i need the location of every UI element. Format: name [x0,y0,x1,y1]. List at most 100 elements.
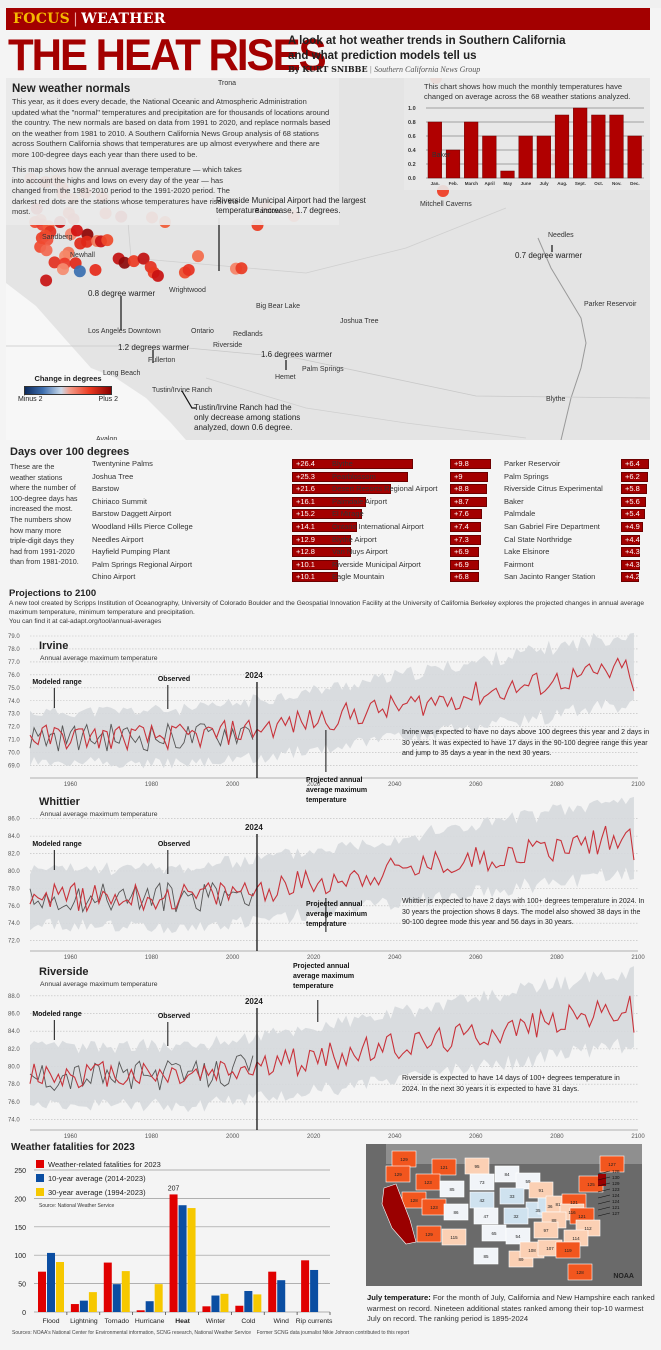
section-kicker: FOCUS | WEATHER [6,8,650,30]
legend-swatch-blue [36,1174,44,1182]
label-observed: Observed [157,841,191,848]
xtick-label: 2080 [550,782,564,788]
days-bar: +6.9 [450,547,479,558]
ytick-label: 84.0 [8,1029,20,1035]
legend-color-ramp [24,386,112,395]
station-name: El Mirage [332,509,364,519]
monthly-ytick: 0.4 [408,148,417,154]
station-dot [118,256,131,269]
map-label-newhall: Newhall [70,252,95,259]
normals-para-1: This year, as it does every decade, the … [12,97,331,159]
ytick-label: 74.0 [8,1118,20,1124]
days-bar: +6.4 [621,459,649,469]
days-row: Pearblossom +9 [332,471,572,484]
annot-fullerton: 1.2 degrees warmer [118,343,190,352]
monthly-bar-sept [573,107,588,179]
days-row: San Jacinto Ranger Station +4.2 [504,571,654,584]
days-row: Van Nuys Airport +6.9 [332,546,572,559]
station-name: Lake Elsinore [504,547,550,557]
monthly-bar-may [500,170,515,179]
label-projected: Projected annual average maximum tempera… [306,777,368,804]
days-row: Chiriaco Summit +16.1 [92,496,366,509]
ytick-label: 82.0 [8,852,20,858]
xtick-label: 2060 [469,1134,483,1140]
ne-leader [597,1212,611,1217]
ne-leader [597,1182,611,1187]
state-shape [533,1221,559,1239]
ytick-label: 74.0 [8,921,20,927]
us-map-caption-text: For the month of July, California and Ne… [367,1293,655,1323]
irvine-note: Irvine was expected to have no days abov… [402,729,650,757]
monthly-bar-june [518,135,533,179]
fatalities-xtick: Cold [241,1318,255,1325]
normals-para-2: This map shows how the annual average te… [12,165,242,216]
fatalities-bar-flood-2 [47,1252,55,1312]
days-bar: +4.9 [621,521,643,532]
state-rank: 32 [513,1214,519,1219]
normals-infobox: New weather normals This year, as it doe… [6,78,339,225]
dek: A look at hot weather trends in Southern… [288,35,566,62]
map-label-wrightwood: Wrightwood [169,287,206,294]
footer-credit: Former SCNG data journalist Nikie Johnso… [256,1330,410,1336]
fatalities-bar-hurricane-3 [154,1284,163,1312]
legend-label-2023: Weather-related fatalities for 2023 [48,1160,161,1169]
normals-title: New weather normals [12,83,131,95]
days-bar: +6.8 [450,572,479,583]
xtick-label: 2080 [550,955,564,961]
county-line [6,345,650,399]
fatalities-bar-lightning-3 [88,1292,97,1312]
fatalities-bar-winter-2 [211,1295,220,1312]
station-name: Eagle Mountain [332,572,385,582]
days-bar: +7.3 [450,534,481,545]
whittier-plot: 72.0 74.0 76.0 78.0 80.0 82.0 84.0 86.0 1960 1980… [8,796,645,961]
state-shape [441,1228,467,1246]
ne-leader [597,1170,611,1175]
xtick-label: 2100 [631,782,645,788]
days-row: Hayfield Pumping Plant +12.8 [92,546,351,559]
heat-data-label: 207 [168,1185,180,1192]
ytick-label: 78.0 [8,886,20,892]
monthly-xtick: April [484,181,494,186]
station-name: Fairmont [504,559,534,569]
ytick-label: 80.0 [8,1065,20,1071]
state-rank: 95 [474,1164,480,1169]
fatalities-bar-winter-3 [220,1293,229,1312]
ytick-label: 80.0 [8,869,20,875]
station-name: Blythe [332,459,353,468]
fatalities-plot: 0 50 100 150 200 250 Flood Lightning Tornado Hurr… [14,1168,333,1325]
ytick-label: 84.0 [8,834,20,840]
state-rank: 47 [483,1214,489,1219]
days-row: Twentynine Palms +26.4 [92,458,413,471]
fatalities-ytick: 100 [14,1253,26,1260]
state-rank: 115 [450,1235,458,1240]
station-name: Desert Resorts Regional Airport [332,484,438,494]
station-name: Cal State Northridge [504,534,572,544]
state-rank: 127 [608,1162,616,1167]
station-name: San Jacinto Ranger Station [504,572,596,582]
monthly-xtick: Sept. [575,181,586,186]
annot-hemet: 1.6 degrees warmer [261,350,333,359]
days-bar: +8.7 [450,496,487,507]
projections-desc: A new tool created by Scripps Institutio… [9,600,645,616]
map-label-trona: Trona [218,80,237,87]
days-row: San Gabriel Fire Department +4.9 [504,521,654,534]
station-name: Blythe Airport [332,534,377,544]
state-shape [567,1263,593,1281]
projections-title: Projections to 2100 [9,588,97,599]
days-bar: +15.2 [292,509,362,520]
state-rank: 116 [568,1210,576,1215]
irvine-plot: 69.0 70.0 71.0 72.0 73.0 74.0 75.0 76.0 77.0 78.0… [8,632,645,788]
ytick-label: 86.0 [8,817,20,823]
fatalities-bar-hurricane-1 [136,1310,145,1312]
state-shape [503,1207,529,1225]
map-label-fullerton: Fullerton [148,357,176,364]
days-bar: +12.8 [292,547,351,558]
station-dot [74,237,87,250]
ytick-label: 74.0 [8,699,20,705]
fatalities-bar-heat-3 [187,1208,196,1312]
monthly-ytick: 0.8 [408,120,416,126]
days-bar: +4.3 [621,559,640,570]
fatalities-xtick: Winter [206,1318,226,1325]
days-bar: +21.6 [292,484,391,495]
station-name: Palmdale [504,509,536,519]
